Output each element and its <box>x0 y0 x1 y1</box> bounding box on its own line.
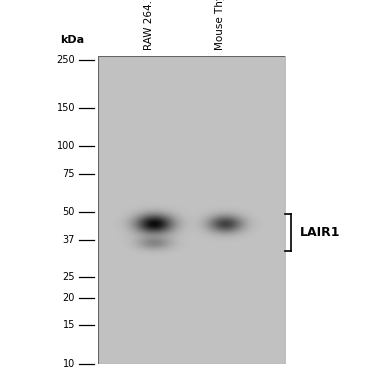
Text: 75: 75 <box>63 169 75 178</box>
Text: 150: 150 <box>57 103 75 113</box>
Text: 15: 15 <box>63 321 75 330</box>
Text: LAIR1: LAIR1 <box>300 226 340 239</box>
Text: 25: 25 <box>63 272 75 282</box>
Text: RAW 264.7: RAW 264.7 <box>144 0 154 50</box>
Text: 37: 37 <box>63 235 75 245</box>
Text: 250: 250 <box>56 55 75 65</box>
Text: 10: 10 <box>63 359 75 369</box>
Text: kDa: kDa <box>60 34 84 45</box>
Text: 20: 20 <box>63 293 75 303</box>
Text: 50: 50 <box>63 207 75 217</box>
Text: Mouse Thymus: Mouse Thymus <box>215 0 225 50</box>
Text: 100: 100 <box>57 141 75 152</box>
